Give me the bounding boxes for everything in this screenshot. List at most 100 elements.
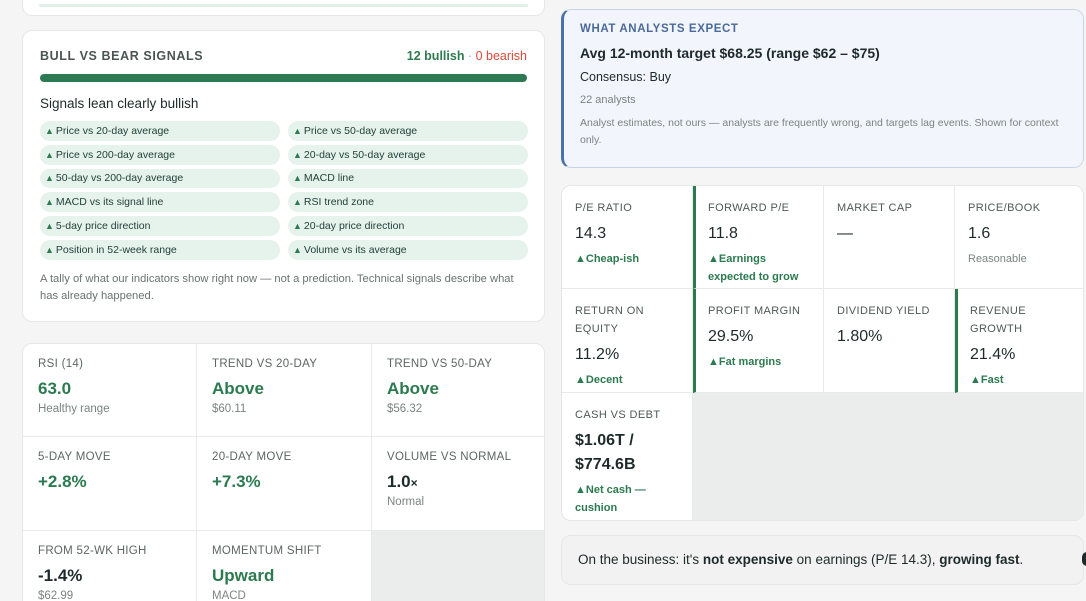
fund-tile-cash-vs-debt: CASH VS DEBT $1.06T / $774.6B ▲Net cash …: [562, 393, 693, 520]
fund-tile-roe: RETURN ON EQUITY 11.2% ▲Decent: [562, 289, 693, 393]
metric-value: -1.4%: [38, 566, 83, 585]
fund-tag: ▲Decent: [575, 374, 623, 386]
analyst-section-tag: WHAT ANALYSTS EXPECT: [580, 23, 739, 35]
empty-tile: [693, 393, 1083, 520]
up-triangle-icon: ▲: [293, 149, 302, 160]
fund-label: PROFIT MARGIN: [708, 305, 801, 317]
signal-chip: ▲ MACD vs its signal line: [40, 192, 280, 213]
signal-chip: ▲ 20-day price direction: [288, 216, 528, 236]
bull-bear-card: BULL VS BEAR SIGNALS 12 bullish · 0 bear…: [22, 30, 545, 322]
up-triangle-icon: ▲: [293, 197, 302, 208]
bull-bear-bar: [40, 74, 527, 82]
metric-value: 63.0: [38, 379, 72, 398]
signal-chip: ▲ 50-day vs 200-day average: [40, 168, 280, 189]
metric-tile-trend-50: TREND VS 50-DAY Above $56.32: [372, 344, 544, 437]
metric-label: 20-DAY MOVE: [212, 451, 292, 463]
fund-value: $1.06T / $774.6B: [575, 432, 636, 473]
fund-tile-forward-pe: FORWARD P/E 11.8 ▲Earnings expected to g…: [693, 186, 824, 289]
signal-chip: ▲ RSI trend zone: [288, 192, 528, 213]
empty-tile: [372, 531, 544, 601]
signal-lean: Signals lean clearly bullish: [40, 96, 199, 111]
up-triangle-icon: ▲: [45, 173, 54, 184]
up-triangle-icon: ▲: [293, 173, 302, 184]
metric-tile-from-52wk-high: FROM 52-WK HIGH -1.4% $62.99: [23, 531, 197, 601]
metric-tile-20day-move: 20-DAY MOVE +7.3%: [197, 437, 372, 531]
tally-separator: ·: [464, 49, 476, 63]
analyst-consensus: Consensus: Buy: [580, 70, 672, 84]
fund-value: 21.4%: [970, 346, 1016, 363]
fund-value: 11.2%: [575, 346, 620, 363]
metric-value: Above: [212, 379, 264, 398]
up-triangle-icon: ▲: [45, 221, 54, 232]
fund-value: 1.80%: [837, 328, 883, 345]
scroll-handle[interactable]: [1082, 552, 1086, 566]
up-triangle-icon: ▲: [45, 149, 54, 160]
fund-label: FORWARD P/E: [708, 202, 790, 214]
fund-label: CASH VS DEBT: [575, 409, 661, 421]
bearish-count: 0 bearish: [475, 49, 527, 63]
metric-tile-momentum: MOMENTUM SHIFT Upward MACD: [197, 531, 372, 601]
analyst-disclaimer: Analyst estimates, not ours — analysts a…: [580, 117, 1059, 146]
metric-subtext: $56.32: [387, 403, 423, 415]
fund-tile-pe: P/E RATIO 14.3 ▲Cheap-ish: [562, 186, 693, 289]
metric-tile-5day-move: 5-DAY MOVE +2.8%: [23, 437, 197, 531]
up-triangle-icon: ▲: [293, 244, 302, 255]
fund-tag: ▲Earnings expected to grow: [708, 253, 799, 283]
up-triangle-icon: ▲: [293, 125, 302, 136]
metric-subtext: $60.11: [212, 403, 247, 415]
signal-chip: ▲ Position in 52-week range: [40, 239, 280, 260]
fund-tile-price-book: PRICE/BOOK 1.6 Reasonable: [955, 186, 1083, 289]
fund-label: REVENUE GROWTH: [970, 305, 1026, 335]
signal-list: ▲ Price vs 20-day average ▲ Price vs 50-da…: [40, 121, 528, 260]
analyst-expectations-card: WHAT ANALYSTS EXPECT Avg 12-month target…: [561, 9, 1084, 168]
metric-subtext: $62.99: [38, 590, 74, 601]
fund-label: PRICE/BOOK: [968, 202, 1041, 214]
fund-value: 1.6: [968, 225, 991, 242]
multiplier-suffix: ×: [410, 476, 418, 490]
metric-label: MOMENTUM SHIFT: [212, 545, 322, 557]
up-triangle-icon: ▲: [45, 125, 54, 136]
metric-value: 1.0×: [387, 472, 418, 491]
metric-label: VOLUME VS NORMAL: [387, 451, 512, 463]
fund-tile-market-cap: MARKET CAP —: [824, 186, 955, 289]
metric-value: +7.3%: [212, 472, 261, 491]
analyst-target: Avg 12-month target $68.25 (range $62 – …: [580, 45, 880, 61]
signal-tally: 12 bullish · 0 bearish: [407, 49, 527, 63]
fund-label: DIVIDEND YIELD: [837, 305, 930, 317]
bull-bear-title: BULL VS BEAR SIGNALS: [40, 49, 204, 63]
fundamentals-card: P/E RATIO 14.3 ▲Cheap-ish FORWARD P/E 11…: [561, 185, 1084, 521]
fund-tag: ▲Fast: [970, 374, 1004, 386]
fund-value: 11.8: [708, 225, 738, 242]
metric-subtext: Normal: [387, 496, 425, 508]
fund-label: RETURN ON EQUITY: [575, 305, 644, 335]
signal-disclaimer: A tally of what our indicators show righ…: [40, 272, 514, 302]
metric-tile-trend-20: TREND VS 20-DAY Above $60.11: [197, 344, 372, 437]
metric-subtext: Healthy range: [38, 403, 110, 415]
fund-tag: Reasonable: [968, 253, 1027, 265]
metric-value: Upward: [212, 566, 275, 585]
metric-tile-rsi: RSI (14) 63.0 Healthy range: [23, 344, 197, 437]
analyst-count: 22 analysts: [580, 94, 636, 106]
fund-tile-revenue-growth: REVENUE GROWTH 21.4% ▲Fast: [955, 289, 1083, 393]
summary-highlight: growing fast: [939, 552, 1020, 567]
fund-tile-profit-margin: PROFIT MARGIN 29.5% ▲Fat margins: [693, 289, 824, 393]
metric-value: +2.8%: [38, 472, 87, 491]
metric-label: TREND VS 50-DAY: [387, 358, 493, 370]
signal-chip: ▲ 20-day vs 50-day average: [288, 144, 528, 165]
fund-label: MARKET CAP: [837, 202, 913, 214]
metric-subtext: MACD: [212, 590, 246, 601]
metric-tile-volume: VOLUME VS NORMAL 1.0× Normal: [372, 437, 544, 531]
up-triangle-icon: ▲: [45, 244, 54, 255]
metric-value: Above: [387, 379, 439, 398]
fund-value: 29.5%: [708, 328, 754, 345]
fund-label: P/E RATIO: [575, 202, 633, 214]
signal-chip: ▲ Price vs 200-day average: [40, 144, 280, 165]
fund-value: —: [837, 225, 853, 242]
signal-chip: ▲ Volume vs its average: [288, 239, 528, 260]
metric-label: 5-DAY MOVE: [38, 451, 111, 463]
signal-chip: ▲ Price vs 20-day average: [40, 121, 280, 141]
bull-bear-header: BULL VS BEAR SIGNALS 12 bullish · 0 bear…: [40, 49, 527, 63]
fund-tag: ▲Net cash — cushion: [575, 484, 646, 514]
signal-chip: ▲ 5-day price direction: [40, 216, 280, 236]
previous-card-stub: [22, 0, 545, 16]
